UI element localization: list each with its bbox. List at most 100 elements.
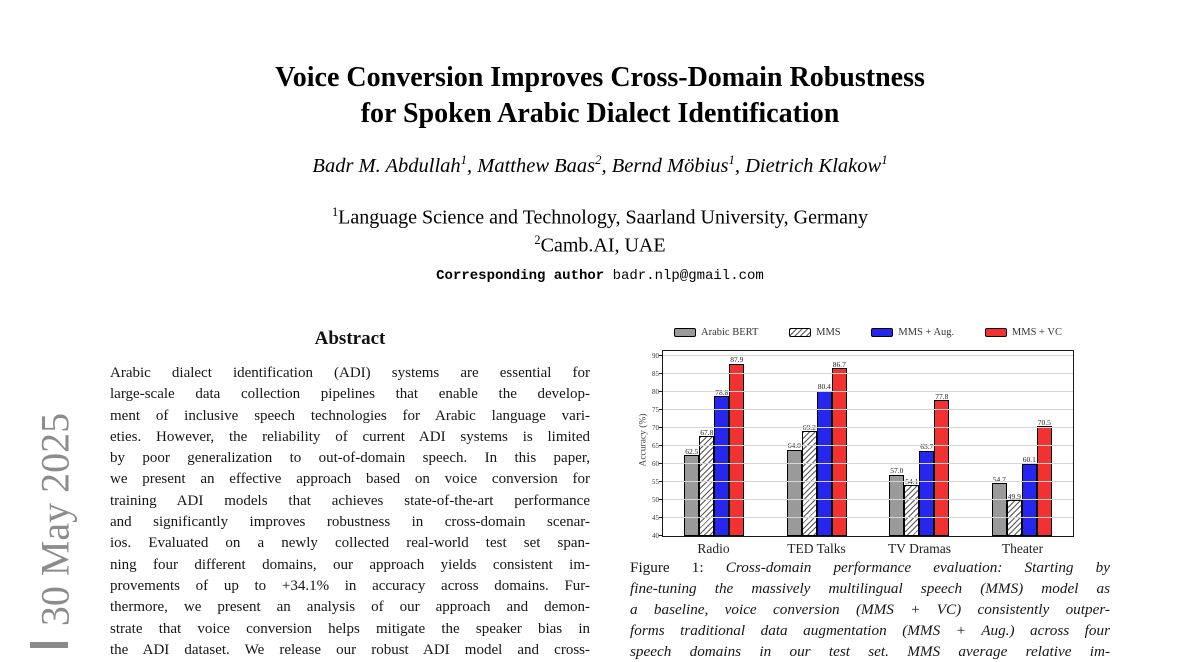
bar-value-label: 78.8: [715, 387, 729, 397]
y-tick-label: 85: [652, 370, 659, 379]
y-tick-mark: [659, 445, 663, 447]
abstract-line: ning four different domains, our approac…: [110, 556, 590, 573]
gridline: [663, 427, 1073, 429]
caption-line: forms traditional data augmentation (MMS…: [630, 622, 1110, 639]
gridline: [663, 355, 1073, 357]
corresponding-author-email: badr.nlp@gmail.com: [612, 268, 764, 284]
corresponding-author-label: Corresponding author: [436, 268, 605, 284]
author-affiliation-sup: 1: [460, 153, 468, 167]
y-tick-label: 75: [652, 406, 659, 415]
left-column: Abstract Arabic dialect identification (…: [110, 328, 590, 661]
y-tick-label: 40: [652, 532, 659, 540]
bar-mms-aug: 78.8: [714, 388, 730, 536]
bar-arabic-bert: 57.0: [889, 466, 905, 536]
bar-mms-vc: 86.7: [831, 360, 847, 536]
bar-mms-aug: 63.7: [919, 442, 935, 536]
y-tick-label: 90: [652, 352, 659, 361]
y-tick-label: 70: [652, 424, 659, 433]
paper-title-line2: for Spoken Arabic Dialect Identification: [360, 98, 840, 129]
legend-swatch-icon: [789, 327, 812, 337]
bar-value-label: 67.8: [700, 427, 714, 437]
x-axis-category-label: TED Talks: [787, 541, 846, 556]
paper-title: Voice Conversion Improves Cross-Domain R…: [0, 60, 1200, 132]
bar-value-label: 60.1: [1022, 455, 1036, 465]
affiliation-sup: 1: [331, 205, 339, 219]
chart-bars: 62.567.878.887.964.069.280.486.757.054.1…: [663, 351, 1073, 536]
y-tick-label: 55: [652, 478, 659, 487]
bar-arabic-bert: 54.7: [991, 475, 1007, 536]
bar-group-ted-talks: 64.069.280.486.7: [766, 351, 869, 536]
caption-line: speech domains in our test set. MMS aver…: [630, 643, 1110, 660]
y-tick-mark: [659, 391, 663, 393]
author-name: Matthew Baas2: [477, 153, 602, 177]
y-tick-mark: [659, 517, 663, 519]
gridline: [663, 391, 1073, 393]
bar-value-label: 63.7: [920, 442, 934, 452]
legend-item: Arabic BERT: [674, 327, 758, 338]
affiliation-line-1: 1Language Science and Technology, Saarla…: [331, 205, 869, 229]
bar-value-label: 54.7: [992, 474, 1006, 484]
y-tick-mark: [659, 409, 663, 411]
bar-mms-vc: 77.8: [934, 392, 950, 536]
abstract-line: ios. Evaluated on a newly collected real…: [110, 535, 590, 552]
y-tick-label: 60: [652, 460, 659, 469]
abstract-line: Arabic dialect identification (ADI) syst…: [110, 365, 590, 381]
abstract-line: we present an effective approach based o…: [110, 471, 590, 488]
gridline: [663, 481, 1073, 483]
bar-value-label: 77.8: [935, 391, 949, 401]
x-axis-category-label: Theater: [1001, 541, 1044, 556]
legend-label: MMS: [816, 326, 841, 338]
chart-legend: Arabic BERT MMS MMS + Aug. MMS + VC: [662, 324, 1074, 340]
legend-swatch-icon: [871, 327, 894, 337]
arxiv-watermark-clipped-stub: [30, 642, 68, 648]
bar-mms: 54.1: [904, 477, 920, 536]
abstract-heading: Abstract: [314, 328, 386, 349]
abstract-line: provements of up to +34.1% in accuracy a…: [110, 577, 590, 594]
abstract-line: training ADI models that achieves state-…: [110, 492, 590, 509]
y-tick-label: 50: [652, 496, 659, 505]
caption-line: a baseline, voice conversion (MMS + VC) …: [630, 601, 1110, 618]
abstract-line: by poor generalization to out-of-domain …: [110, 450, 590, 467]
author-affiliation-sup: 2: [595, 153, 602, 167]
caption-line: fine-tuning the massively multilingual s…: [630, 580, 1110, 597]
author-name: Bernd Möbius1: [611, 153, 735, 177]
legend-swatch-icon: [674, 327, 696, 337]
abstract-text: Arabic dialect identification (ADI) syst…: [110, 363, 590, 661]
bar-group-tv-dramas: 57.054.1 63.7 77.8: [868, 351, 971, 536]
bar-value-label: 69.2: [802, 422, 816, 432]
bar-mms: 67.8: [699, 428, 715, 536]
legend-label: MMS + VC: [1011, 326, 1062, 338]
y-tick-mark: [659, 427, 663, 429]
y-tick-mark: [659, 481, 663, 483]
y-tick-label: 65: [652, 442, 659, 451]
bar-value-label: 86.7: [832, 359, 846, 369]
author-affiliation-sup: 1: [881, 153, 888, 167]
abstract-line: eties. However, the reliability of curre…: [110, 428, 590, 445]
abstract-line: and significantly improves robustness in…: [110, 514, 590, 531]
arxiv-date-watermark: 30 May 2025: [32, 412, 78, 627]
gridline: [663, 463, 1073, 465]
gridline: [663, 499, 1073, 501]
x-axis-labels: Radio TED Talks TV Dramas Theater: [662, 541, 1074, 557]
bar-group-theater: 54.7 49.9 60.1 70.5: [971, 351, 1074, 536]
y-tick-mark: [659, 499, 663, 501]
gridline: [663, 373, 1073, 375]
abstract-line: the ADI dataset. We release our robust A…: [110, 641, 590, 658]
bar-value-label: 70.5: [1037, 417, 1051, 427]
bar-value-label: 62.5: [685, 446, 699, 456]
caption-line: Figure 1: Cross-domain performance evalu…: [630, 557, 1110, 578]
abstract-line: thermore, we present an analysis of our …: [110, 599, 590, 616]
legend-item: MMS: [789, 327, 841, 338]
legend-item: MMS + VC: [984, 326, 1062, 338]
abstract-line: strate that voice conversion helps mitig…: [110, 620, 590, 637]
x-axis-category-label: Radio: [697, 541, 730, 556]
legend-swatch-icon: [984, 327, 1007, 337]
affiliation-sup: 2: [534, 233, 541, 247]
abstract-line: large-scale data collection pipelines th…: [110, 386, 590, 403]
author-name: Badr M. Abdullah1: [312, 153, 468, 177]
bar-value-label: 87.9: [730, 355, 744, 365]
bar-arabic-bert: 62.5: [684, 447, 700, 536]
y-tick-label: 45: [652, 514, 659, 523]
caption-figure-label: Figure 1:: [630, 559, 726, 576]
y-tick-mark: [659, 355, 663, 357]
